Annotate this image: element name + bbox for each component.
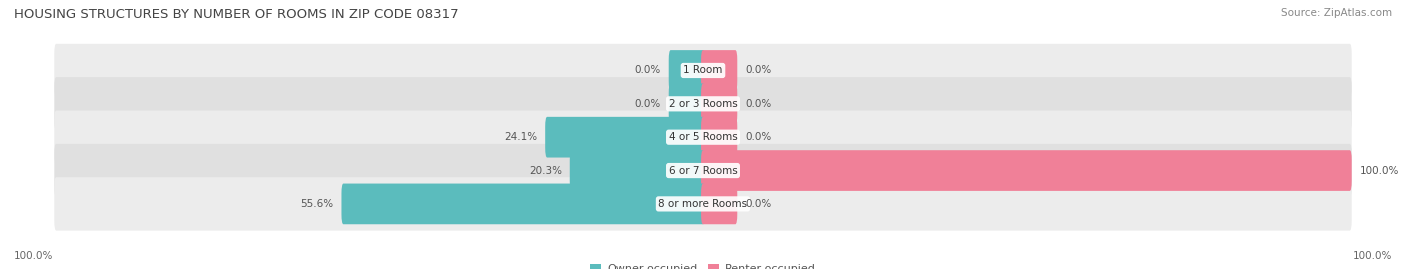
Text: 6 or 7 Rooms: 6 or 7 Rooms [669,165,737,176]
FancyBboxPatch shape [669,50,704,91]
FancyBboxPatch shape [55,177,1351,231]
Text: 100.0%: 100.0% [1360,165,1399,176]
FancyBboxPatch shape [546,117,704,158]
FancyBboxPatch shape [55,44,1351,97]
FancyBboxPatch shape [55,111,1351,164]
Text: 0.0%: 0.0% [745,199,772,209]
Text: HOUSING STRUCTURES BY NUMBER OF ROOMS IN ZIP CODE 08317: HOUSING STRUCTURES BY NUMBER OF ROOMS IN… [14,8,458,21]
Text: 1 Room: 1 Room [683,65,723,76]
Text: 0.0%: 0.0% [634,99,661,109]
FancyBboxPatch shape [669,83,704,124]
Text: 8 or more Rooms: 8 or more Rooms [658,199,748,209]
Text: 0.0%: 0.0% [745,132,772,142]
Text: 2 or 3 Rooms: 2 or 3 Rooms [669,99,737,109]
Text: Source: ZipAtlas.com: Source: ZipAtlas.com [1281,8,1392,18]
FancyBboxPatch shape [55,144,1351,197]
Text: 0.0%: 0.0% [745,99,772,109]
FancyBboxPatch shape [702,183,737,224]
Text: 4 or 5 Rooms: 4 or 5 Rooms [669,132,737,142]
Text: 55.6%: 55.6% [301,199,333,209]
Text: 24.1%: 24.1% [505,132,537,142]
FancyBboxPatch shape [55,77,1351,130]
FancyBboxPatch shape [702,83,737,124]
Legend: Owner-occupied, Renter-occupied: Owner-occupied, Renter-occupied [586,259,820,269]
Text: 100.0%: 100.0% [14,251,53,261]
Text: 100.0%: 100.0% [1353,251,1392,261]
FancyBboxPatch shape [702,150,1351,191]
Text: 20.3%: 20.3% [529,165,562,176]
Text: 0.0%: 0.0% [634,65,661,76]
FancyBboxPatch shape [342,183,704,224]
FancyBboxPatch shape [569,150,704,191]
Text: 0.0%: 0.0% [745,65,772,76]
FancyBboxPatch shape [702,50,737,91]
FancyBboxPatch shape [702,117,737,158]
